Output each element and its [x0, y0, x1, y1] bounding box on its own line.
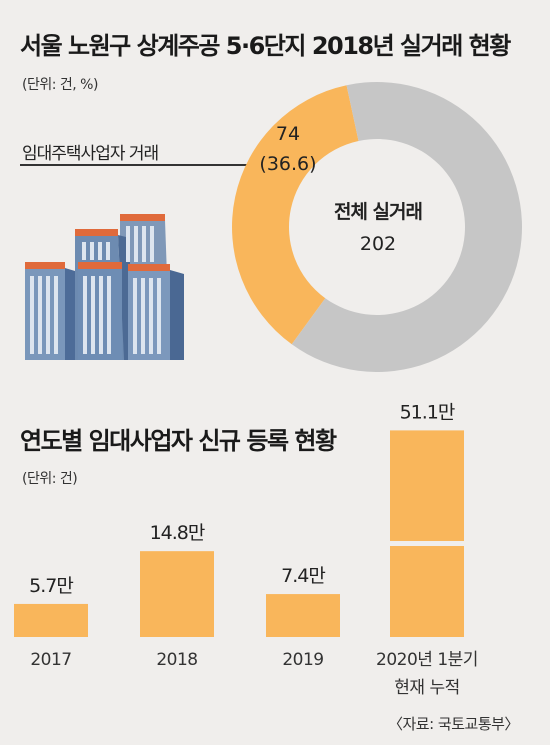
category-label: 2019: [282, 650, 323, 670]
bar-value-label: 7.4만: [281, 565, 325, 587]
bar: [140, 551, 214, 637]
main-title: 서울 노원구 상계주공 5·6단지 2018년 실거래 현황: [20, 32, 511, 60]
donut-center-label: 전체 실거래: [334, 201, 422, 223]
slice-percent-label: (36.6): [259, 153, 316, 175]
axis-break-mark: [388, 541, 466, 546]
callout-line: [20, 164, 248, 166]
bar: [266, 594, 340, 637]
callout-label: 임대주택사업자 거래: [22, 144, 159, 164]
source-note: 〈자료: 국토교통부〉: [388, 715, 519, 733]
category-label: 2020년 1분기: [376, 650, 478, 670]
bar: [390, 430, 464, 637]
slice-value-label: 74: [276, 123, 300, 145]
building-windows: [30, 226, 161, 354]
main-unit: (단위: 건, %): [22, 77, 98, 93]
category-label: 2017: [30, 650, 71, 670]
bar-value-label: 5.7만: [29, 575, 73, 597]
bar-value-label: 51.1만: [400, 401, 455, 423]
bar-value-label: 14.8만: [150, 522, 205, 544]
bar: [14, 603, 88, 637]
donut-slice: [291, 81, 523, 372]
donut-center-value: 202: [360, 233, 396, 255]
category-label: 현재 누적: [394, 678, 459, 698]
category-label: 2018: [156, 650, 197, 670]
donut-chart: 74 (36.6) 전체 실거래 202: [232, 81, 523, 372]
bar-unit: (단위: 건): [22, 471, 78, 487]
donut-slice: [232, 85, 359, 345]
bar-title: 연도별 임대사업자 신규 등록 현황: [20, 427, 337, 455]
apartment-buildings-icon: [25, 214, 184, 360]
